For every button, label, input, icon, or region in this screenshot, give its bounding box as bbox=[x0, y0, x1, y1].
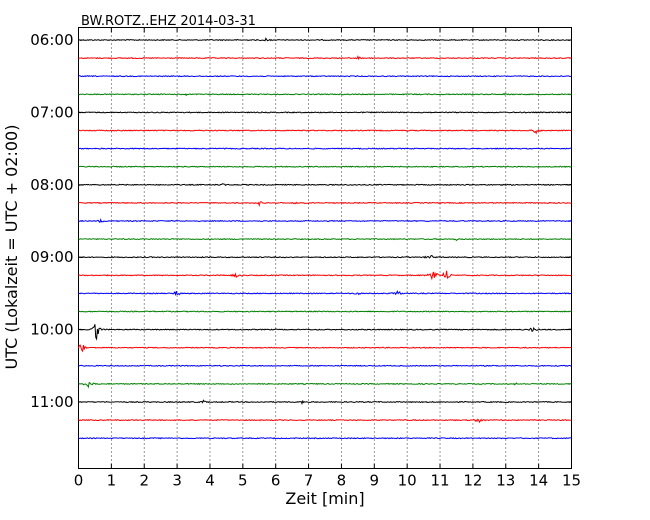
trace-0630 bbox=[78, 75, 572, 78]
trace-0700 bbox=[78, 111, 572, 114]
x-tick-label-4: 4 bbox=[205, 472, 215, 490]
trace-0815 bbox=[78, 201, 572, 207]
y-tick-label-0700: 07:00 bbox=[30, 103, 73, 121]
trace-1115 bbox=[78, 418, 572, 424]
y-tick-label-1000: 10:00 bbox=[30, 321, 73, 339]
y-axis-label: UTC (Lokalzeit = UTC + 02:00) bbox=[2, 125, 21, 370]
x-axis-label: Zeit [min] bbox=[285, 489, 364, 508]
trace-0930 bbox=[78, 290, 572, 297]
y-tick-label-1100: 11:00 bbox=[30, 393, 73, 411]
x-axis-ticks: 0 1 2 3 4 5 6 7 8 9 10 11 12 13 14 15 bbox=[74, 27, 581, 490]
trace-1100 bbox=[78, 399, 572, 406]
y-tick-label-0800: 08:00 bbox=[30, 176, 73, 194]
trace-0915 bbox=[78, 270, 572, 281]
x-tick-label-11: 11 bbox=[430, 472, 449, 490]
y-axis-ticks: 06:00 07:00 08:00 09:00 10:00 11:00 bbox=[30, 31, 572, 411]
trace-1045 bbox=[78, 381, 572, 389]
x-tick-label-7: 7 bbox=[304, 472, 314, 490]
x-tick-label-9: 9 bbox=[370, 472, 380, 490]
x-tick-label-10: 10 bbox=[398, 472, 417, 490]
trace-0715 bbox=[78, 129, 572, 135]
y-tick-label-0600: 06:00 bbox=[30, 31, 73, 49]
trace-0600 bbox=[78, 37, 572, 42]
x-tick-label-1: 1 bbox=[107, 472, 117, 490]
trace-0800 bbox=[78, 183, 572, 187]
trace-0845 bbox=[78, 237, 572, 242]
trace-0730 bbox=[78, 147, 572, 150]
x-tick-label-5: 5 bbox=[238, 472, 248, 490]
trace-1030 bbox=[78, 364, 572, 367]
trace-0745 bbox=[78, 165, 572, 168]
x-tick-label-3: 3 bbox=[172, 472, 182, 490]
trace-0645 bbox=[78, 92, 572, 97]
y-tick-label-0900: 09:00 bbox=[30, 248, 73, 266]
x-tick-label-8: 8 bbox=[337, 472, 347, 490]
x-tick-label-0: 0 bbox=[74, 472, 84, 490]
trace-0830 bbox=[78, 218, 572, 224]
grid-lines bbox=[110, 27, 540, 469]
seismic-traces bbox=[78, 37, 572, 440]
x-tick-label-15: 15 bbox=[562, 472, 581, 490]
trace-1015 bbox=[78, 344, 572, 353]
trace-0945 bbox=[78, 310, 572, 313]
x-tick-label-6: 6 bbox=[271, 472, 281, 490]
x-tick-label-2: 2 bbox=[139, 472, 149, 490]
chart-title: BW.ROTZ..EHZ 2014-03-31 bbox=[81, 14, 256, 29]
plot-frame bbox=[78, 27, 572, 469]
trace-1130 bbox=[78, 437, 572, 440]
trace-0900 bbox=[78, 255, 572, 259]
x-tick-label-12: 12 bbox=[463, 472, 482, 490]
x-tick-label-14: 14 bbox=[529, 472, 548, 490]
trace-1000 bbox=[78, 324, 572, 341]
x-tick-label-13: 13 bbox=[496, 472, 515, 490]
trace-0615 bbox=[78, 55, 572, 61]
